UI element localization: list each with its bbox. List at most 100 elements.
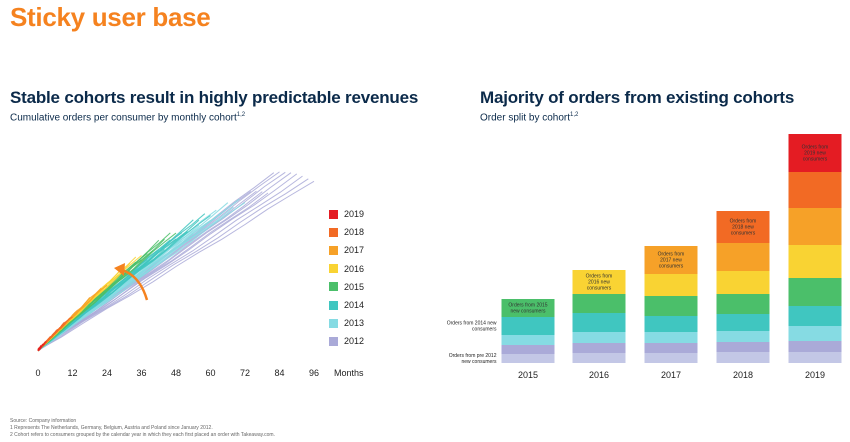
bar-segment-2018-2016	[716, 271, 770, 294]
bar-segment-2018-2012	[716, 342, 770, 352]
cohort-line-2012	[37, 192, 269, 352]
segment-label-text: consumers	[659, 264, 684, 270]
legend-item-2015: 2015	[329, 281, 364, 293]
bar-segment-2017-2013	[644, 332, 698, 343]
bar-segment-2019-2019	[788, 134, 842, 172]
left-chart-title: Stable cohorts result in highly predicta…	[10, 88, 419, 107]
cohort-line-2013	[37, 240, 183, 350]
bar-segment-2017-2015	[644, 296, 698, 316]
bar-segment-2018-2013	[716, 331, 770, 342]
legend-label: 2017	[344, 245, 365, 256]
legend-label: 2013	[344, 318, 365, 329]
legend-label: 2019	[344, 209, 365, 219]
bar-segment-2016-2013	[572, 332, 626, 343]
bar-segment-2019-2014	[788, 306, 842, 326]
bar-category-label: 2015	[518, 370, 538, 380]
footnote-source: Source: Company information	[10, 418, 77, 424]
right-chart-subtitle: Order split by cohort1,2	[480, 112, 578, 123]
legend-label: 2015	[344, 281, 365, 292]
legend-label: 2018	[344, 227, 365, 238]
right-chart-subtitle-sup: 1,2	[570, 112, 579, 118]
legend-label: 2014	[344, 300, 365, 310]
bar-segment-2017-pre2012	[644, 353, 698, 363]
legend-swatch	[329, 227, 338, 237]
x-tick-label: 96	[308, 368, 320, 378]
legend-label: 2016	[344, 263, 365, 274]
left-chart-subtitle-sup: 1,2	[236, 112, 246, 118]
legend-item-2017: 2017	[329, 244, 364, 256]
x-tick-label: 60	[205, 368, 216, 378]
line-series-group	[37, 171, 315, 352]
left-chart-x-label: Months	[334, 368, 364, 378]
legend-item-2016: 2016	[329, 263, 364, 275]
bar-segment-2019-2018	[788, 172, 842, 208]
bar-segment-2019-2013	[788, 326, 842, 341]
bar-segment-2015-2014	[501, 317, 555, 335]
footnotes: Source: Company information 1 Represents…	[10, 418, 275, 439]
bar-segment-2018-2017	[716, 243, 770, 271]
cohort-line-2012	[37, 180, 315, 351]
bar-segment-2016-2014	[572, 313, 626, 332]
footnote-2: 2 Cohort refers to consumers grouped by …	[10, 432, 275, 438]
legend-swatch	[329, 318, 338, 328]
bar-segment-2019-pre2012	[788, 352, 842, 363]
left-chart-subtitle-text: Cumulative orders per consumer by monthl…	[10, 112, 237, 124]
bar-segment-2016-2015	[572, 294, 626, 313]
right-chart-title: Majority of orders from existing cohorts	[480, 88, 795, 107]
segment-label-text: 2016 new	[588, 280, 610, 286]
segment-label-text: new consumers	[510, 309, 546, 315]
legend-swatch	[329, 209, 338, 219]
x-tick-label: 24	[101, 368, 113, 378]
legend-item-2013: 2013	[329, 317, 364, 329]
bar-segment-2015-2012	[501, 345, 555, 354]
bar-segment-2018-2018	[716, 211, 770, 243]
bar-segment-2015-2013	[501, 335, 555, 345]
left-chart-subtitle: Cumulative orders per consumer by monthl…	[10, 112, 245, 123]
x-tick-label: 12	[67, 368, 78, 378]
footnote-1: 1 Represents The Netherlands, Germany, B…	[10, 425, 213, 431]
bar-category-label: 2016	[589, 370, 609, 380]
segment-label-text: Orders from 2015	[508, 303, 547, 309]
legend-swatch	[329, 336, 338, 346]
legend-swatch	[329, 245, 338, 255]
legend-label: 2012	[344, 336, 365, 347]
legend-item-2018: 2018	[329, 226, 364, 238]
bar-segment-2019-2015	[788, 278, 842, 306]
bar-segment-2017-2014	[644, 316, 698, 332]
segment-label-text: Orders from	[586, 274, 613, 280]
legend-swatch	[329, 264, 338, 274]
bar-segment-2019-2017	[788, 208, 842, 245]
x-tick-label: 84	[274, 368, 285, 378]
side-label-text: Orders from pre 2012	[449, 353, 497, 359]
page-title: Sticky user base	[10, 2, 211, 32]
segment-label-text: consumers	[587, 286, 612, 292]
bar-segment-2016-pre2012	[572, 353, 626, 363]
bar-segment-2017-2016	[644, 274, 698, 296]
x-tick-label: 48	[170, 368, 182, 378]
segment-label-text: 2018 new	[732, 225, 754, 231]
bar-segment-2018-2015	[716, 294, 770, 314]
cohort-trend-arrowhead	[114, 263, 125, 276]
bar-segment-2016-2012	[572, 343, 626, 353]
bar-segment-2017-2017	[644, 246, 698, 274]
bar-segment-2018-pre2012	[716, 352, 770, 363]
legend-item-2012: 2012	[329, 335, 364, 347]
segment-label-text: 2019 new	[804, 151, 826, 157]
bar-segment-2015-2015	[501, 299, 555, 317]
segment-label-text: Orders from	[730, 219, 757, 225]
cohort-trend-arrow	[121, 268, 149, 301]
bar-category-label: 2017	[661, 370, 681, 380]
bar-segment-2018-2014	[716, 314, 770, 331]
cohort-line-2019	[37, 344, 42, 352]
side-label-text: consumers	[472, 327, 497, 333]
bar-category-label: 2018	[733, 370, 753, 380]
x-tick-label: 72	[239, 368, 251, 378]
x-tick-label: 36	[136, 368, 147, 378]
bar-segment-2019-2012	[788, 341, 842, 352]
segment-label-text: Orders from	[658, 252, 685, 258]
legend-swatch	[329, 300, 338, 310]
legend-swatch	[329, 282, 338, 292]
right-chart-subtitle-text: Order split by cohort	[480, 112, 571, 124]
segment-label-text: consumers	[803, 157, 828, 163]
